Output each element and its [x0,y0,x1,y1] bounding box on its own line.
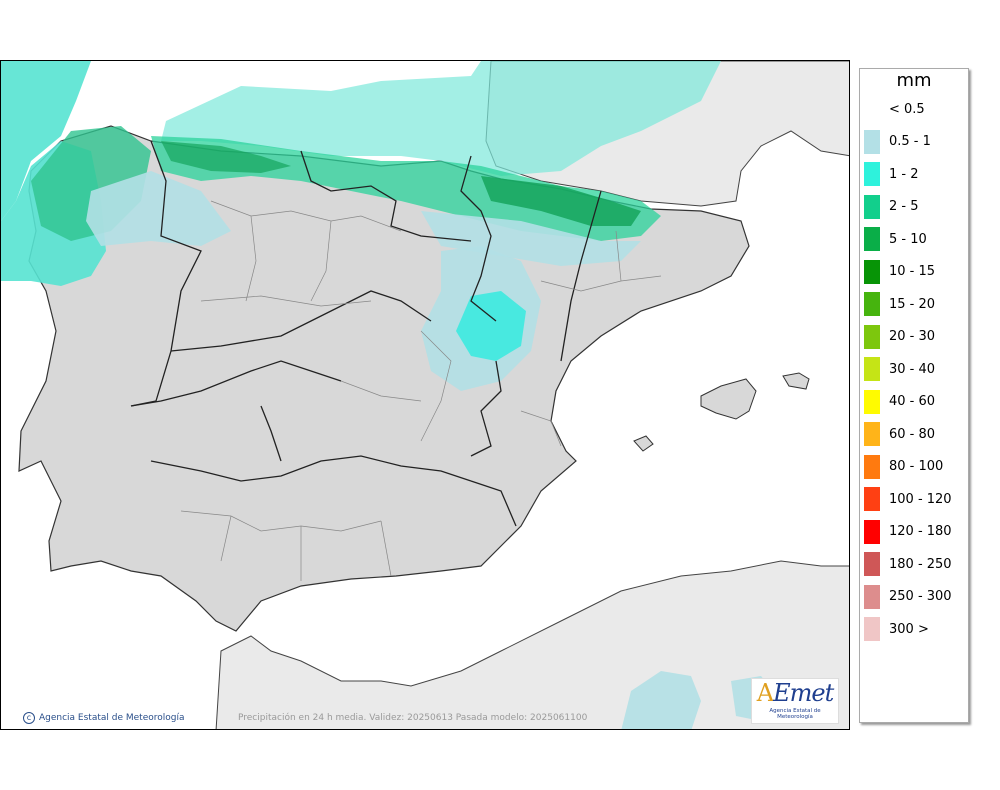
precip-basque-heavy [481,176,641,226]
legend-swatch [864,194,880,219]
ibiza [633,435,654,452]
legend-swatch [864,487,880,511]
legend-label: 30 - 40 [889,361,936,377]
legend-label: 10 - 15 [889,264,936,279]
legend-label: 100 - 120 [889,491,952,507]
legend-entry: 60 - 80 [864,422,935,446]
menorca [782,372,810,390]
precipitation-legend: mm < 0.5 0.5 - 1 1 - 2 2 - 5 5 - 10 10 - 15 15… [859,68,969,723]
legend-entry: 30 - 40 [864,357,935,381]
aemet-logo: AEmet Agencia Estatal de Meteorología [751,678,839,724]
legend-entry: 100 - 120 [864,487,952,511]
aemet-logo-brand: AEmet [756,679,834,707]
map-canvas [1,61,849,729]
aemet-logo-subtitle: Agencia Estatal de Meteorología [769,708,821,720]
legend-swatch [864,292,880,316]
precip-iberian-core [456,291,526,361]
legend-swatch [864,357,880,381]
legend-label: 15 - 20 [889,296,936,312]
legend-unit: mm [896,70,932,91]
legend-entry: 40 - 60 [864,389,936,414]
precip-atlantic [1,61,91,221]
legend-swatch [864,129,880,154]
legend-label: 40 - 60 [889,394,936,409]
validity-caption: Precipitación en 24 h media. Validez: 20… [238,713,588,723]
legend-label: < 0.5 [889,101,925,117]
legend-entry: 15 - 20 [864,292,935,316]
province-borders [180,200,662,581]
legend-entry: 10 - 15 [864,259,936,284]
legend-swatch [864,422,880,446]
legend-label: 180 - 250 [889,556,952,572]
legend-swatch [864,552,880,576]
legend-label: 2 - 5 [889,199,919,214]
legend-entry: < 0.5 [864,97,925,121]
legend-swatch [864,389,880,414]
precip-aragon-band [421,211,641,266]
precip-sea-south [621,671,701,729]
legend-swatch [864,227,880,251]
legend-entry: 120 - 180 [864,519,952,544]
mallorca [700,378,757,420]
legend-swatch [864,617,880,641]
legend-entry: 2 - 5 [864,194,919,219]
legend-swatch [864,519,880,544]
legend-label: 300 > [889,621,929,637]
legend-label: 20 - 30 [889,329,936,344]
legend-swatch [864,324,880,349]
legend-entry: 180 - 250 [864,552,952,576]
legend-label: 0.5 - 1 [889,134,931,149]
precip-asturias-heavy [161,141,291,173]
credit-text: Agencia Estatal de Meteorología [39,713,185,723]
legend-swatch [864,454,880,479]
legend-entry: 80 - 100 [864,454,944,479]
precip-cantabrian-sea [161,61,721,176]
legend-label: 120 - 180 [889,524,952,539]
legend-swatch [864,97,880,121]
legend-label: 60 - 80 [889,426,936,442]
legend-label: 250 - 300 [889,589,952,604]
legend-entry: 250 - 300 [864,584,952,609]
legend-swatch [864,162,880,186]
copyright-icon: c [23,712,35,724]
legend-entry: 20 - 30 [864,324,936,349]
legend-entry: 1 - 2 [864,162,919,186]
legend-entry: 300 > [864,617,929,641]
legend-entry: 5 - 10 [864,227,927,251]
legend-label: 80 - 100 [889,459,944,474]
legend-label: 5 - 10 [889,231,927,247]
legend-entry: 0.5 - 1 [864,129,931,154]
precipitation-map: c Agencia Estatal de Meteorología Precipi… [0,60,850,730]
legend-swatch [864,259,880,284]
copyright-credit: c Agencia Estatal de Meteorología [23,712,185,724]
precip-interior-light [86,171,231,246]
legend-swatch [864,584,880,609]
region-borders [130,140,602,527]
legend-label: 1 - 2 [889,166,919,182]
